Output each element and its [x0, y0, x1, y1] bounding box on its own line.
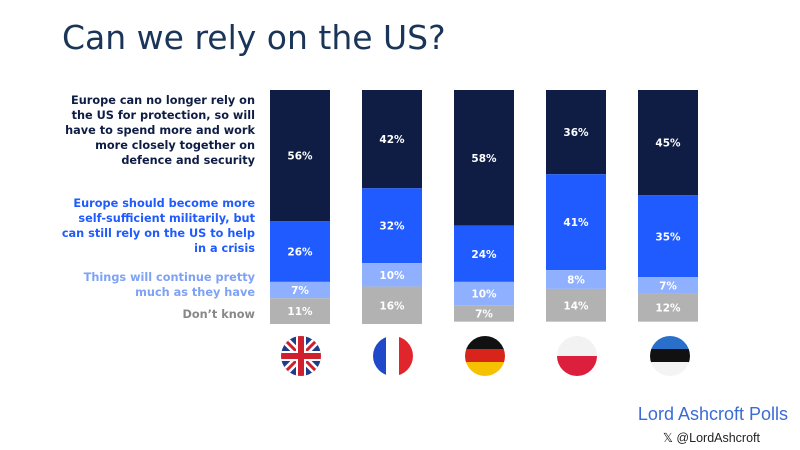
data-label-uk-1: 56% — [287, 151, 313, 163]
bar-segment-poland-2 — [546, 174, 606, 271]
data-label-france-4: 16% — [379, 300, 405, 312]
brand-name: Lord Ashcroft Polls — [637, 404, 788, 424]
germany-flag-icon — [465, 336, 505, 376]
bar-segment-poland-3 — [546, 270, 606, 289]
legend-item-2: Europe should become more self-sufficient… — [62, 196, 255, 256]
bar-segment-estonia-2 — [638, 195, 698, 278]
bar-segment-germany-1 — [454, 90, 514, 226]
bar-segment-germany-4 — [454, 305, 514, 322]
data-label-estonia-1: 45% — [655, 138, 681, 150]
bar-segment-uk-1 — [270, 90, 330, 222]
legend-item-3-line: Things will continue pretty — [83, 271, 255, 284]
legend-item-4: Don’t know — [182, 307, 255, 322]
social-handle[interactable]: 𝕏 @LordAshcroft — [662, 431, 760, 445]
legend-item-1-line: the US for protection, so will — [71, 109, 255, 122]
data-label-estonia-4: 12% — [655, 303, 681, 315]
data-label-germany-3: 10% — [471, 289, 497, 301]
data-label-germany-1: 58% — [471, 153, 497, 165]
legend-item-2-line: Europe should become more — [73, 197, 255, 210]
bar-segment-france-2 — [362, 188, 422, 264]
bar-segment-germany-2 — [454, 225, 514, 282]
bar-segment-poland-4 — [546, 288, 606, 322]
legend-item-2-line: self-sufficient militarily, but — [78, 212, 255, 225]
legend-item-3-line: much as they have — [135, 286, 255, 299]
data-label-estonia-2: 35% — [655, 231, 681, 243]
estonia-flag-icon — [650, 336, 690, 376]
legend-item-1-line: more closely together on — [95, 139, 255, 152]
poland-flag-icon — [557, 336, 597, 376]
bar-segment-estonia-3 — [638, 277, 698, 294]
data-label-france-2: 32% — [379, 221, 405, 233]
data-label-uk-4: 11% — [287, 306, 313, 318]
legend-item-1-line: defence and security — [121, 154, 255, 167]
data-label-uk-2: 26% — [287, 246, 313, 258]
data-label-poland-3: 8% — [567, 275, 585, 287]
data-label-poland-4: 14% — [563, 300, 589, 312]
bar-segment-estonia-4 — [638, 293, 698, 322]
france-flag-icon — [373, 336, 413, 376]
data-label-germany-2: 24% — [471, 249, 497, 261]
data-label-uk-3: 7% — [291, 285, 309, 297]
legend-item-2-line: in a crisis — [194, 242, 255, 255]
chart-title: Can we rely on the US? — [62, 18, 446, 57]
bar-segment-uk-2 — [270, 221, 330, 282]
data-label-poland-2: 41% — [563, 217, 589, 229]
legend-item-1-line: have to spend more and work — [65, 124, 255, 137]
uk-flag-icon — [281, 336, 321, 376]
legend-item-1-line: Europe can no longer rely on — [71, 94, 255, 107]
data-label-france-1: 42% — [379, 134, 405, 146]
bar-segment-uk-3 — [270, 281, 330, 299]
data-label-france-3: 10% — [379, 270, 405, 282]
data-label-germany-4: 7% — [475, 308, 493, 320]
bar-segment-germany-3 — [454, 281, 514, 306]
legend-item-4-line: Don’t know — [182, 308, 255, 321]
data-label-poland-1: 36% — [563, 127, 589, 139]
data-label-estonia-3: 7% — [659, 280, 677, 292]
bar-segment-france-4 — [362, 286, 422, 324]
bar-segment-poland-1 — [546, 90, 606, 175]
bar-segment-uk-4 — [270, 298, 330, 324]
legend-item-2-line: can still rely on the US to help — [61, 227, 255, 240]
bar-segment-estonia-1 — [638, 90, 698, 196]
bar-segment-france-1 — [362, 90, 422, 189]
bar-segment-france-3 — [362, 263, 422, 287]
legend-item-1: Europe can no longer rely on the US for p… — [65, 93, 255, 168]
legend-item-3: Things will continue pretty much as they … — [84, 270, 255, 300]
